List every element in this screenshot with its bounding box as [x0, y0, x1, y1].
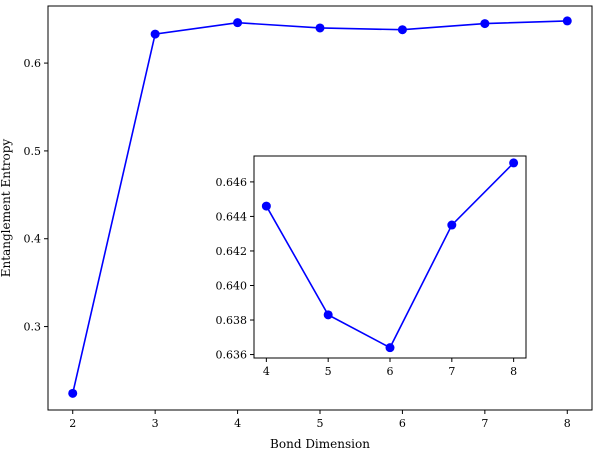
main-data-point — [397, 25, 407, 35]
inset-x-tick-label: 4 — [263, 365, 270, 378]
inset-y-tick-label: 0.636 — [216, 349, 248, 362]
inset-background — [254, 156, 526, 358]
main-x-tick-label: 5 — [317, 417, 324, 430]
main-y-tick-label: 0.5 — [24, 145, 42, 158]
main-data-point — [562, 16, 572, 26]
main-data-point — [150, 29, 160, 39]
inset-x-tick-label: 7 — [448, 365, 455, 378]
y-axis-title: Entanglement Entropy — [0, 139, 13, 278]
inset-x-tick-label: 6 — [387, 365, 394, 378]
main-x-tick-label: 8 — [564, 417, 571, 430]
main-x-tick-label: 3 — [152, 417, 159, 430]
inset-y-tick-label: 0.642 — [216, 245, 248, 258]
main-x-tick-label: 7 — [481, 417, 488, 430]
x-axis-title: Bond Dimension — [270, 437, 370, 450]
inset-y-tick-label: 0.638 — [216, 314, 248, 327]
inset-data-point — [509, 158, 519, 168]
inset-data-point — [385, 343, 395, 353]
inset-x-tick-label: 8 — [510, 365, 517, 378]
inset-data-point — [323, 310, 333, 320]
inset-y-tick-label: 0.644 — [216, 210, 248, 223]
inset-x-tick-label: 5 — [325, 365, 332, 378]
main-y-tick-label: 0.4 — [24, 233, 42, 246]
main-x-ticks: 2 3 4 5 6 7 8 — [69, 410, 571, 430]
main-x-tick-label: 4 — [234, 417, 241, 430]
inset-x-ticks: 4 5 6 7 8 — [263, 358, 517, 378]
main-data-point — [233, 18, 243, 28]
main-series — [68, 16, 572, 398]
main-y-tick-label: 0.3 — [24, 321, 42, 334]
main-data-point — [315, 23, 325, 33]
main-data-point — [68, 388, 78, 398]
inset-y-ticks: 0.636 0.638 0.640 0.642 0.644 0.646 — [216, 176, 254, 362]
inset-data-point — [261, 201, 271, 211]
inset-y-tick-label: 0.646 — [216, 176, 248, 189]
main-x-tick-label: 2 — [69, 417, 76, 430]
inset-y-tick-label: 0.640 — [216, 279, 248, 292]
main-data-point — [480, 19, 490, 29]
inset-series — [261, 158, 519, 353]
main-x-tick-label: 6 — [399, 417, 406, 430]
main-y-ticks: 0.3 0.4 0.5 0.6 — [24, 57, 48, 334]
inset-data-point — [447, 220, 457, 230]
main-y-tick-label: 0.6 — [24, 57, 42, 70]
